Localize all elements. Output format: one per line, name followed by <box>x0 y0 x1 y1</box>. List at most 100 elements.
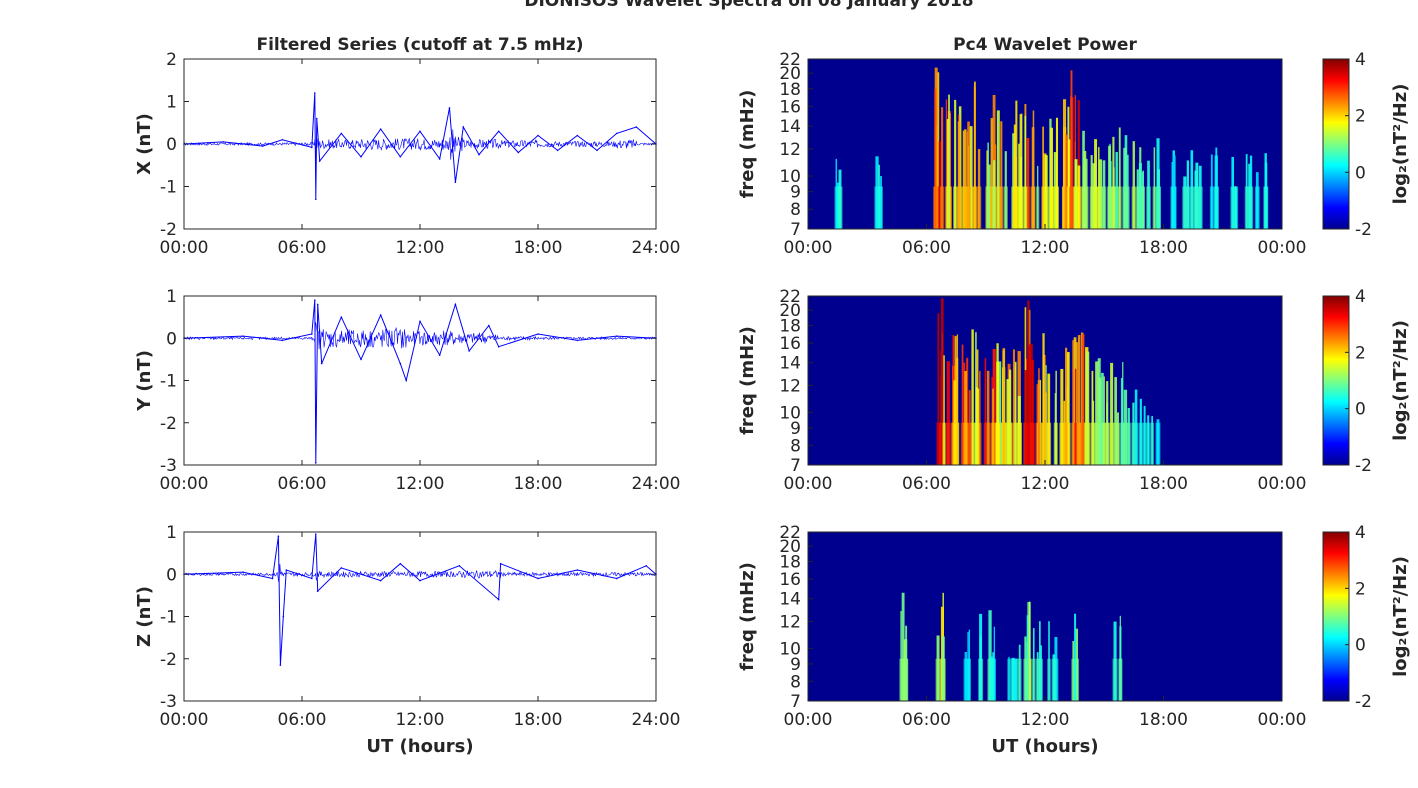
y-tick-label: -1 <box>160 178 177 198</box>
data-point <box>537 134 539 137</box>
wavelet-streak <box>1002 348 1006 465</box>
wavelet-streak <box>941 658 946 701</box>
colorbar-tick-label: 4 <box>1355 50 1366 70</box>
x-tick-label: 00:00 <box>1258 474 1307 494</box>
wavelet-streak <box>998 361 1002 465</box>
y-tick-label: 9 <box>790 655 801 675</box>
data-point <box>635 126 638 128</box>
figure-suptitle: DIONISOS Wavelet Spectra on 08 January 2… <box>524 0 973 11</box>
wavelet-streak <box>991 376 993 465</box>
x-tick-label: 00:00 <box>1258 710 1307 730</box>
wavelet-streak <box>995 422 1000 465</box>
wavelet-streak <box>1114 377 1117 465</box>
y-tick-label: 0 <box>166 565 177 585</box>
wavelet-streak <box>937 313 940 465</box>
wavelet-streak <box>1107 186 1112 229</box>
wavelet-streak <box>900 611 902 701</box>
wavelet-streak <box>1085 351 1090 465</box>
wavelet-streak <box>1055 370 1057 465</box>
wavelet-streak <box>1096 422 1102 465</box>
wavelet-streak <box>1214 186 1219 229</box>
y-tick-label: 16 <box>779 97 801 117</box>
wavelet-streak <box>1012 349 1016 465</box>
y-tick-label: 12 <box>779 140 801 160</box>
wavelet-streak <box>834 186 839 229</box>
colorbar-tick-label: -2 <box>1355 456 1372 476</box>
wavelet-streak <box>1101 372 1104 465</box>
wavelet-streak <box>1074 613 1077 701</box>
y-tick-label: 8 <box>790 672 801 692</box>
data-point <box>419 130 421 133</box>
x-tick-label: 00:00 <box>160 474 209 494</box>
data-point <box>316 303 319 306</box>
y-tick-label: 12 <box>779 612 801 632</box>
wavelet-streak <box>1031 360 1034 465</box>
x-tick-label: 18:00 <box>1139 710 1188 730</box>
wavelet-streak <box>1017 658 1022 701</box>
data-point <box>497 598 500 601</box>
wavelet-streak <box>899 658 903 701</box>
wavelet-streak <box>953 186 958 229</box>
data-point <box>315 117 318 120</box>
wavelet-streak <box>1076 422 1082 465</box>
wavelet-streak <box>1025 658 1030 701</box>
wavelet-streak <box>978 422 982 465</box>
y-tick-label: 20 <box>779 64 801 84</box>
wavelet-streak <box>1110 362 1114 465</box>
wavelet-streak <box>1054 186 1060 229</box>
data-point <box>399 562 402 565</box>
data-point <box>497 345 500 348</box>
wavelet-streak <box>1015 100 1018 229</box>
y-tick-label: 0 <box>166 135 177 155</box>
wavelet-streak <box>904 658 909 701</box>
data-point <box>448 107 451 109</box>
wavelet-streak <box>1080 422 1086 465</box>
wavelet-streak <box>1084 186 1089 229</box>
wavelet-streak <box>1067 139 1071 229</box>
wavelet-streak <box>1064 422 1069 465</box>
wavelet-streak <box>1197 186 1203 229</box>
y-tick-label: 1 <box>166 287 177 307</box>
data-point <box>499 562 502 565</box>
data-point <box>318 160 321 162</box>
wavelet-streak <box>970 422 975 465</box>
y-axis-label: freq (mHz) <box>737 326 758 435</box>
wavelet-streak <box>1029 343 1033 465</box>
y-tick-label: 1 <box>166 93 177 113</box>
data-point <box>405 379 408 382</box>
wavelet-streak <box>1019 114 1021 229</box>
wavelet-streak <box>1244 186 1249 229</box>
series-trace-noise <box>183 322 657 350</box>
y-tick-label: 12 <box>779 376 801 396</box>
wavelet-streak <box>986 186 990 229</box>
y-tick-label: 7 <box>790 692 801 712</box>
wavelet-streak <box>946 361 950 465</box>
plot-area <box>183 58 657 230</box>
data-point <box>556 149 559 152</box>
wavelet-streak <box>1055 117 1059 229</box>
wavelet-streak <box>961 344 964 465</box>
wavelet-streak <box>1051 658 1057 701</box>
wavelet-streak <box>995 186 1001 229</box>
x-tick-label: 06:00 <box>902 474 951 494</box>
series-line <box>183 92 657 200</box>
x-tick-label: 06:00 <box>278 238 327 258</box>
wavelet-streak <box>1137 186 1143 229</box>
wavelet-streak <box>968 186 974 229</box>
x-tick-label: 12:00 <box>396 474 445 494</box>
y-tick-label: 2 <box>166 50 177 70</box>
colorbar-label: log₂(nT²/Hz) <box>1390 320 1411 441</box>
wavelet-streak <box>1019 186 1024 229</box>
wavelet-streak <box>979 370 981 465</box>
wavelet-streak <box>1007 422 1013 465</box>
data-point <box>316 590 319 592</box>
data-point <box>261 145 264 147</box>
wavelet-streak <box>1016 422 1022 465</box>
y-wavelet-power-panel: 6.617.10.857.60.758.10.88.60.79.10.859.6… <box>737 287 1411 494</box>
right-column-title: Pc4 Wavelet Power <box>953 35 1137 55</box>
y-tick-label: 8 <box>790 200 801 220</box>
wavelet-streak <box>1024 115 1027 229</box>
x-tick-label: 12:00 <box>396 238 445 258</box>
wavelet-streak <box>1003 186 1008 229</box>
data-point <box>517 151 520 154</box>
